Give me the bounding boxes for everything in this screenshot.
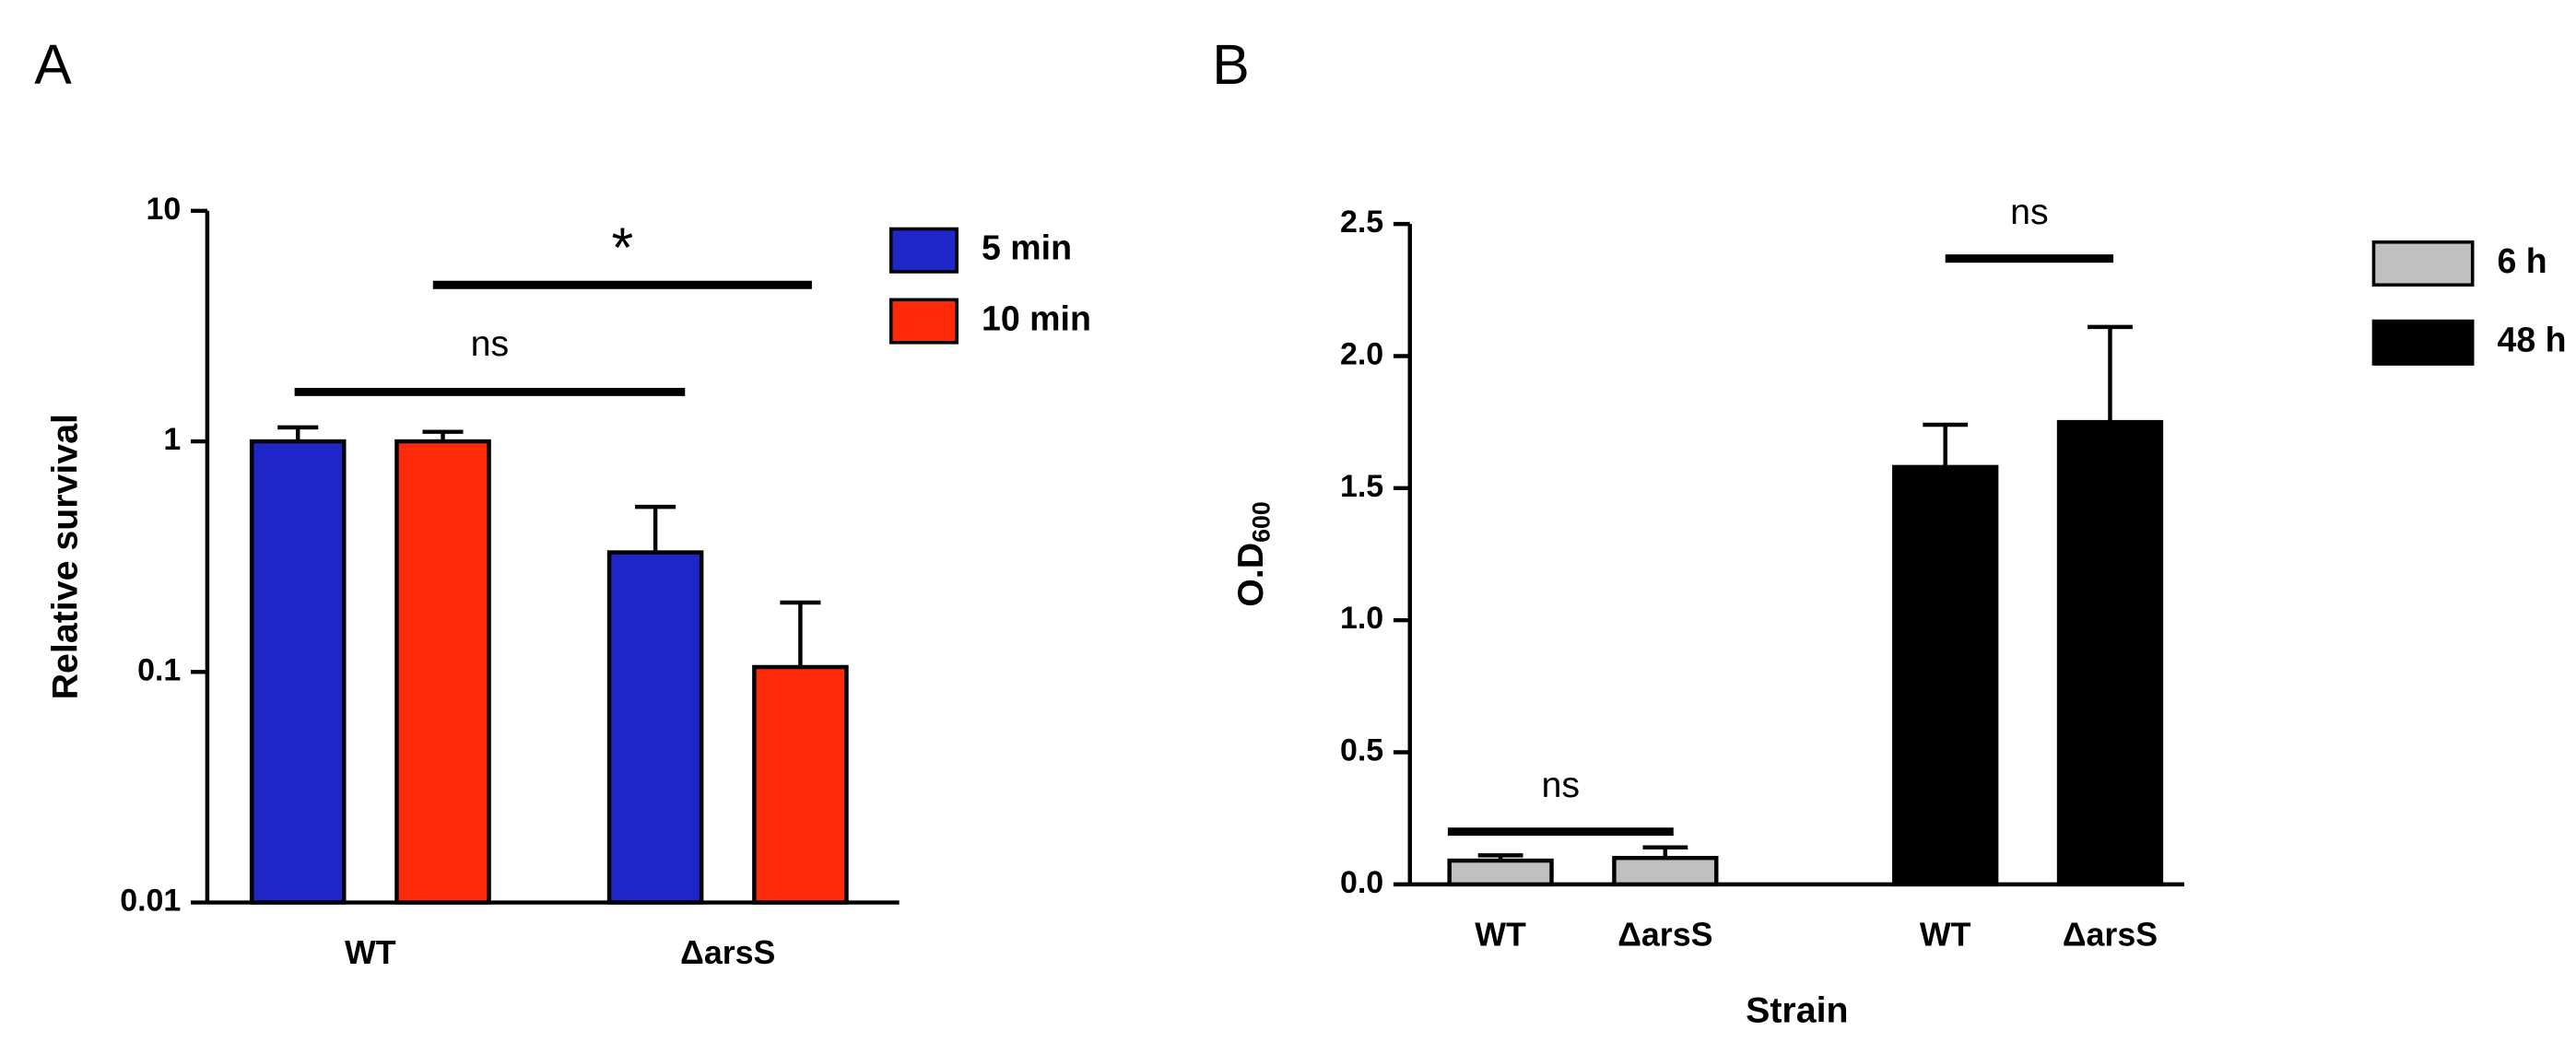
x-tick-label: WT <box>1920 917 1971 954</box>
significance-label: ns <box>2010 192 2049 232</box>
legend-label: 6 h <box>2498 241 2547 280</box>
significance-label: ns <box>1542 765 1581 805</box>
x-tick-label: ΔarsS <box>1617 917 1712 954</box>
y-tick-label: 0.1 <box>137 652 181 687</box>
legend-swatch <box>2371 240 2475 287</box>
significance-label: * <box>612 217 634 279</box>
panel-label: A <box>34 33 72 96</box>
legend-label: 48 h <box>2498 321 2567 359</box>
legend-label: 10 min <box>982 299 1091 337</box>
y-tick-label: 1 <box>163 422 181 457</box>
y-tick-label: 2.0 <box>1340 336 1383 371</box>
y-axis-title-sub: 600 <box>1248 501 1276 543</box>
y-tick-label: 0.0 <box>1340 865 1383 900</box>
panel-label: B <box>1212 33 1250 96</box>
y-tick-label: 0.5 <box>1340 732 1383 767</box>
bar <box>249 439 347 905</box>
bar <box>752 664 849 905</box>
y-tick-label: 0.01 <box>120 884 181 919</box>
x-tick-label: WT <box>345 934 396 971</box>
bar <box>1447 858 1554 887</box>
x-tick-label: ΔarsS <box>680 934 775 971</box>
bar <box>2056 419 2164 887</box>
bar <box>606 550 704 905</box>
y-axis-title: O.D600 <box>1230 501 1275 607</box>
legend-label: 5 min <box>982 228 1072 267</box>
bar <box>394 439 491 905</box>
y-axis-title-main: O.D <box>1230 543 1271 607</box>
x-tick-label: WT <box>1475 917 1526 954</box>
legend-swatch <box>2371 319 2475 366</box>
legend-swatch <box>888 227 959 274</box>
bar <box>1612 855 1719 887</box>
significance-label: ns <box>471 323 510 364</box>
legend-swatch <box>888 298 959 345</box>
bar <box>1892 464 1999 887</box>
x-axis-title: Strain <box>1746 990 1848 1031</box>
y-tick-label: 1.5 <box>1340 469 1383 504</box>
y-tick-label: 10 <box>147 192 182 227</box>
y-tick-label: 1.0 <box>1340 601 1383 636</box>
y-axis-title: Relative survival <box>44 414 85 699</box>
y-tick-label: 2.5 <box>1340 205 1383 240</box>
x-tick-label: ΔarsS <box>2063 917 2158 954</box>
